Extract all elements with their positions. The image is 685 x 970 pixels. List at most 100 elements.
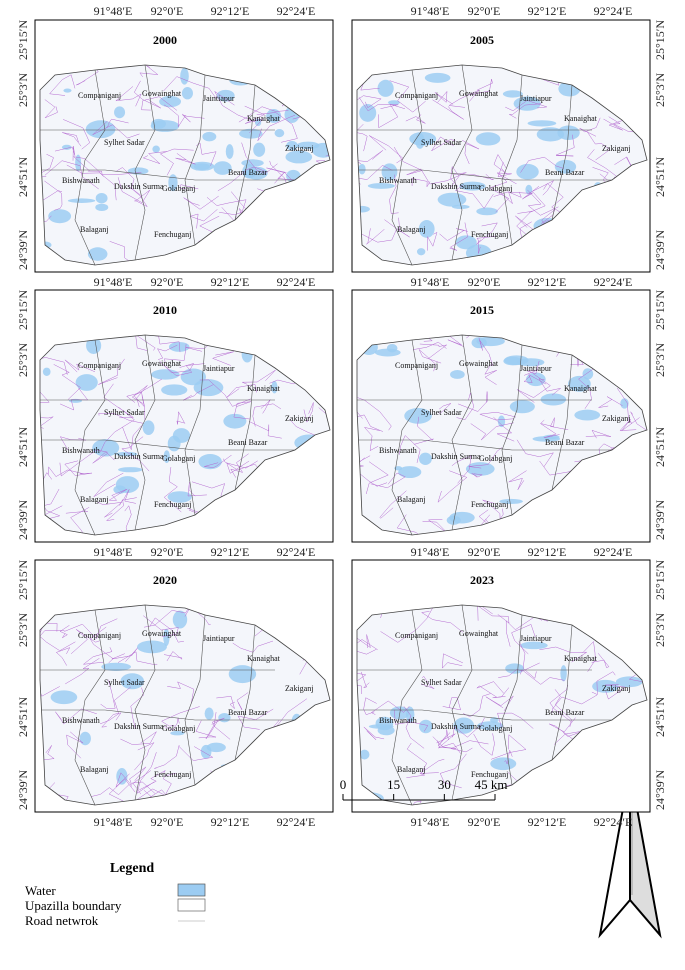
road (591, 653, 610, 669)
road (582, 640, 596, 672)
road (380, 605, 435, 643)
upazila-label: Bishwanath (379, 716, 417, 725)
upazila-label: Zakiganj (285, 414, 313, 423)
road (40, 671, 60, 697)
road (121, 436, 150, 472)
road (630, 411, 647, 436)
road (167, 681, 195, 703)
water (137, 640, 167, 654)
road (55, 647, 71, 666)
y-coord-label: 25°15′N (16, 560, 30, 600)
road (529, 180, 555, 196)
upazila-boundary (134, 335, 156, 531)
x-coord-label: 92°24′E (277, 4, 316, 18)
road (591, 671, 616, 695)
x-coord-label: 91°48′E (94, 815, 133, 829)
water (115, 451, 138, 457)
road (161, 706, 200, 727)
upazila-boundary (391, 69, 423, 265)
upazila-label: Fenchuganj (154, 230, 191, 239)
x-coord-label: 92°12′E (528, 545, 567, 559)
upazila-label: Kanaighat (247, 384, 281, 393)
y-coord-label: 25°15′N (653, 560, 667, 600)
road (436, 733, 462, 755)
water (190, 161, 215, 171)
panel-year: 2023 (470, 573, 494, 587)
upazila-label: Fenchuganj (471, 770, 508, 779)
x-coord-label: 92°0′E (151, 275, 184, 289)
water (274, 129, 285, 138)
map-panel: 2010 Companiganj Gowainghat Jaintiapur Kanai… (34, 289, 334, 543)
road (399, 435, 421, 463)
road (554, 689, 572, 728)
road (109, 241, 148, 265)
x-coord-label: 91°48′E (94, 545, 133, 559)
road (238, 106, 289, 123)
road (120, 731, 157, 745)
road (242, 369, 276, 385)
water (75, 374, 98, 391)
upazila-boundary (551, 624, 573, 761)
upazila-label: Beani Bazar (545, 708, 585, 717)
road (439, 753, 467, 789)
road (156, 344, 178, 360)
road (143, 615, 179, 637)
upazila-boundary (391, 609, 423, 805)
water (620, 398, 629, 409)
road (214, 91, 256, 123)
road (59, 449, 108, 477)
x-coord-label: 92°24′E (594, 545, 633, 559)
road (552, 694, 598, 722)
road (117, 177, 151, 204)
water (359, 104, 377, 122)
road (122, 489, 137, 504)
road (136, 752, 157, 794)
water (85, 120, 116, 139)
road (450, 740, 489, 753)
water (223, 413, 247, 429)
water (151, 118, 166, 129)
upazila-label: Kanaighat (247, 654, 281, 663)
water (61, 144, 72, 150)
water (424, 72, 451, 83)
upazila-boundary (74, 609, 106, 805)
road (461, 139, 480, 165)
upazila-label: Gowainghat (142, 629, 182, 638)
road (129, 766, 151, 785)
road (369, 135, 404, 164)
road (175, 153, 196, 165)
road (115, 167, 135, 190)
road (357, 639, 378, 655)
road (163, 717, 180, 731)
upazila-label: Companiganj (78, 631, 121, 640)
y-coord-label: 24°39′N (16, 500, 30, 540)
road (357, 124, 368, 152)
water (87, 247, 108, 261)
road (522, 186, 546, 213)
upazila-label: Jaintiapur (520, 634, 552, 643)
upazila-boundary (451, 605, 473, 801)
upazila-label: Fenchuganj (154, 770, 191, 779)
road (447, 335, 464, 347)
road (370, 700, 410, 715)
road (122, 425, 143, 450)
water (120, 673, 145, 690)
road (64, 618, 118, 640)
water (560, 665, 567, 682)
road (176, 410, 186, 425)
upazila-label: Balaganj (397, 225, 425, 234)
x-coord-label: 92°24′E (594, 4, 633, 18)
road (40, 745, 55, 761)
road (470, 79, 493, 95)
upazila-label: Companiganj (78, 361, 121, 370)
road (233, 401, 252, 420)
water (450, 370, 465, 379)
upazila-label: Beani Bazar (228, 168, 268, 177)
road (442, 697, 461, 711)
road (131, 385, 148, 407)
x-coord-label: 92°12′E (528, 275, 567, 289)
upazila-label: Golabganj (162, 184, 195, 193)
water (398, 466, 422, 479)
road (363, 697, 377, 716)
road (357, 414, 384, 432)
